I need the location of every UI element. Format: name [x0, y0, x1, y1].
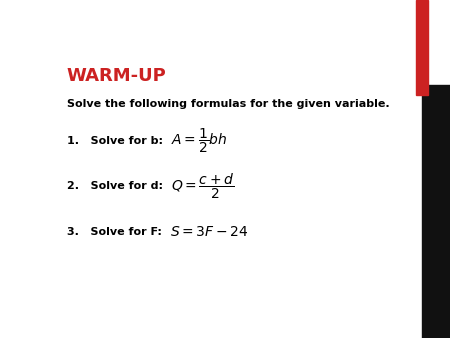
Text: $Q = \dfrac{c+d}{2}$: $Q = \dfrac{c+d}{2}$ [171, 172, 235, 201]
Text: $A = \dfrac{1}{2}bh$: $A = \dfrac{1}{2}bh$ [171, 127, 228, 155]
Text: WARM-UP: WARM-UP [67, 67, 166, 84]
Text: $S = 3F - 24$: $S = 3F - 24$ [170, 225, 248, 239]
Text: Solve the following formulas for the given variable.: Solve the following formulas for the giv… [67, 99, 389, 109]
Text: 1.   Solve for b:: 1. Solve for b: [67, 136, 163, 146]
Text: 2.   Solve for d:: 2. Solve for d: [67, 181, 163, 191]
Text: 3.   Solve for F:: 3. Solve for F: [67, 227, 162, 237]
